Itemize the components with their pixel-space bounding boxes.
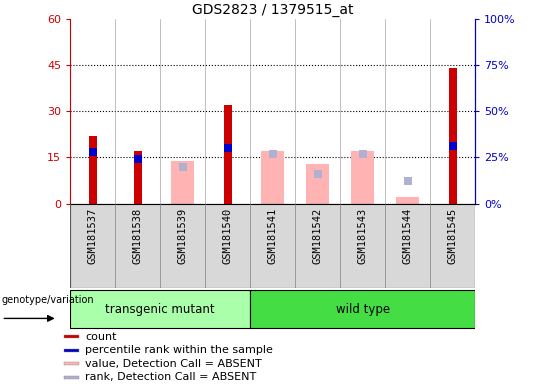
Text: GSM181543: GSM181543 [357,208,368,264]
Bar [89,136,97,204]
Bar [134,151,141,204]
Bar [64,349,79,352]
Bar [396,197,419,204]
Text: value, Detection Call = ABSENT: value, Detection Call = ABSENT [85,359,262,369]
Text: GSM181545: GSM181545 [448,208,458,264]
Text: GSM181544: GSM181544 [403,208,413,264]
Text: count: count [85,332,117,342]
Text: percentile rank within the sample: percentile rank within the sample [85,345,273,356]
Bar [64,376,79,379]
Bar [70,204,475,288]
Text: genotype/variation: genotype/variation [2,295,94,305]
Bar [224,105,232,204]
Bar [64,362,79,365]
Bar [261,151,284,204]
Bar [70,290,250,328]
Title: GDS2823 / 1379515_at: GDS2823 / 1379515_at [192,3,354,17]
Text: wild type: wild type [336,303,390,316]
Bar [449,68,457,204]
Text: transgenic mutant: transgenic mutant [105,303,215,316]
Text: GSM181539: GSM181539 [178,208,188,264]
Text: GSM181538: GSM181538 [133,208,143,264]
Text: GSM181542: GSM181542 [313,208,323,264]
Bar [64,336,79,338]
Text: GSM181537: GSM181537 [87,208,98,264]
Bar [172,161,194,204]
Text: GSM181540: GSM181540 [222,208,233,264]
Text: rank, Detection Call = ABSENT: rank, Detection Call = ABSENT [85,372,256,382]
Bar [352,151,374,204]
Bar [250,290,475,328]
Text: GSM181541: GSM181541 [268,208,278,264]
Bar [307,164,329,204]
